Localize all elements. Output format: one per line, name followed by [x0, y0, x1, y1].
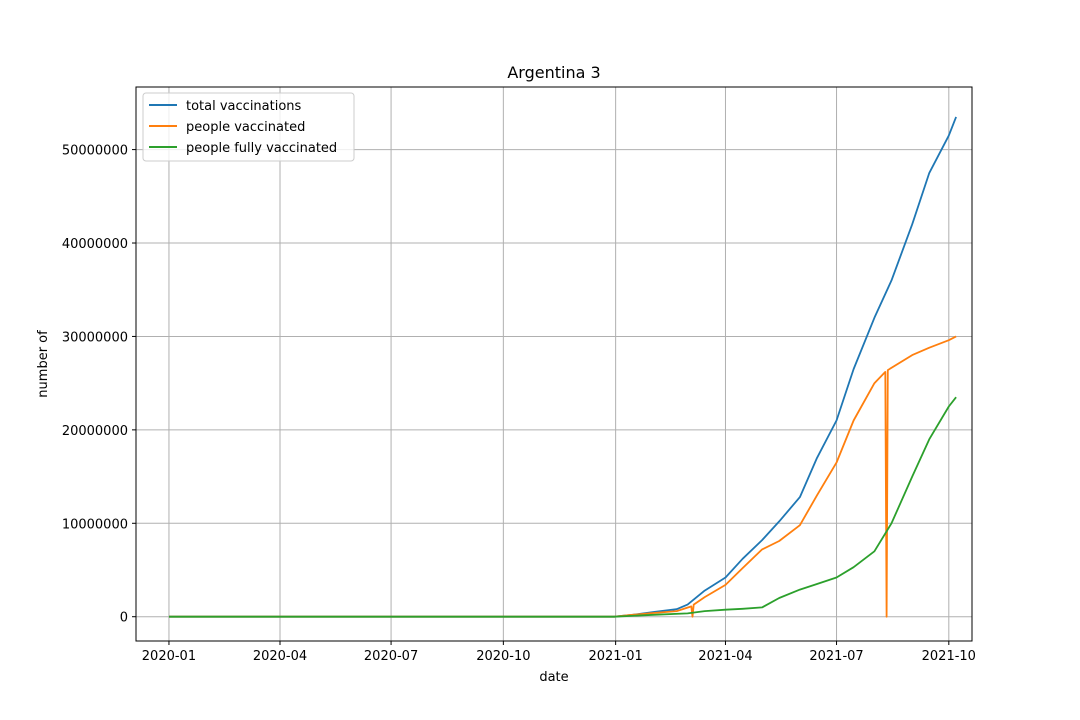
- series-line: [169, 116, 957, 618]
- x-axis: 2020-01 2020-04 2020-07 2020-10 2021-01 2021-…: [142, 641, 976, 664]
- x-tick-label: 2020-01: [142, 649, 196, 664]
- x-tick-label: 2021-10: [922, 649, 976, 664]
- series-layer: [169, 116, 957, 618]
- series-line: [169, 335, 957, 618]
- legend: total vaccinations people vaccinated peopl…: [142, 92, 355, 162]
- legend-label: people vaccinated: [186, 120, 305, 135]
- legend-box: [142, 92, 355, 162]
- x-axis-label: date: [539, 670, 568, 685]
- x-tick-label: 2020-04: [253, 649, 307, 664]
- series-line: [169, 396, 957, 618]
- y-tick-label: 50000000: [62, 144, 128, 159]
- chart-title: Argentina 3: [507, 63, 600, 82]
- y-tick-label: 10000000: [62, 517, 128, 532]
- legend-label: total vaccinations: [186, 99, 302, 114]
- x-tick-label: 2020-10: [476, 649, 530, 664]
- x-tick-label: 2021-01: [588, 649, 642, 664]
- y-axis: 0 10000000 20000000 30000000 40000000 5000000…: [62, 144, 136, 626]
- y-axis-label: number of: [36, 330, 51, 398]
- y-tick-label: 20000000: [62, 424, 128, 439]
- y-tick-label: 30000000: [62, 330, 128, 345]
- y-tick-label: 0: [120, 611, 128, 626]
- y-tick-label: 40000000: [62, 237, 128, 252]
- grid-layer: [136, 87, 972, 641]
- plot-frame: [135, 86, 973, 642]
- x-tick-label: 2021-07: [809, 649, 863, 664]
- x-tick-label: 2021-04: [698, 649, 752, 664]
- x-tick-label: 2020-07: [364, 649, 418, 664]
- legend-label: people fully vaccinated: [186, 141, 337, 156]
